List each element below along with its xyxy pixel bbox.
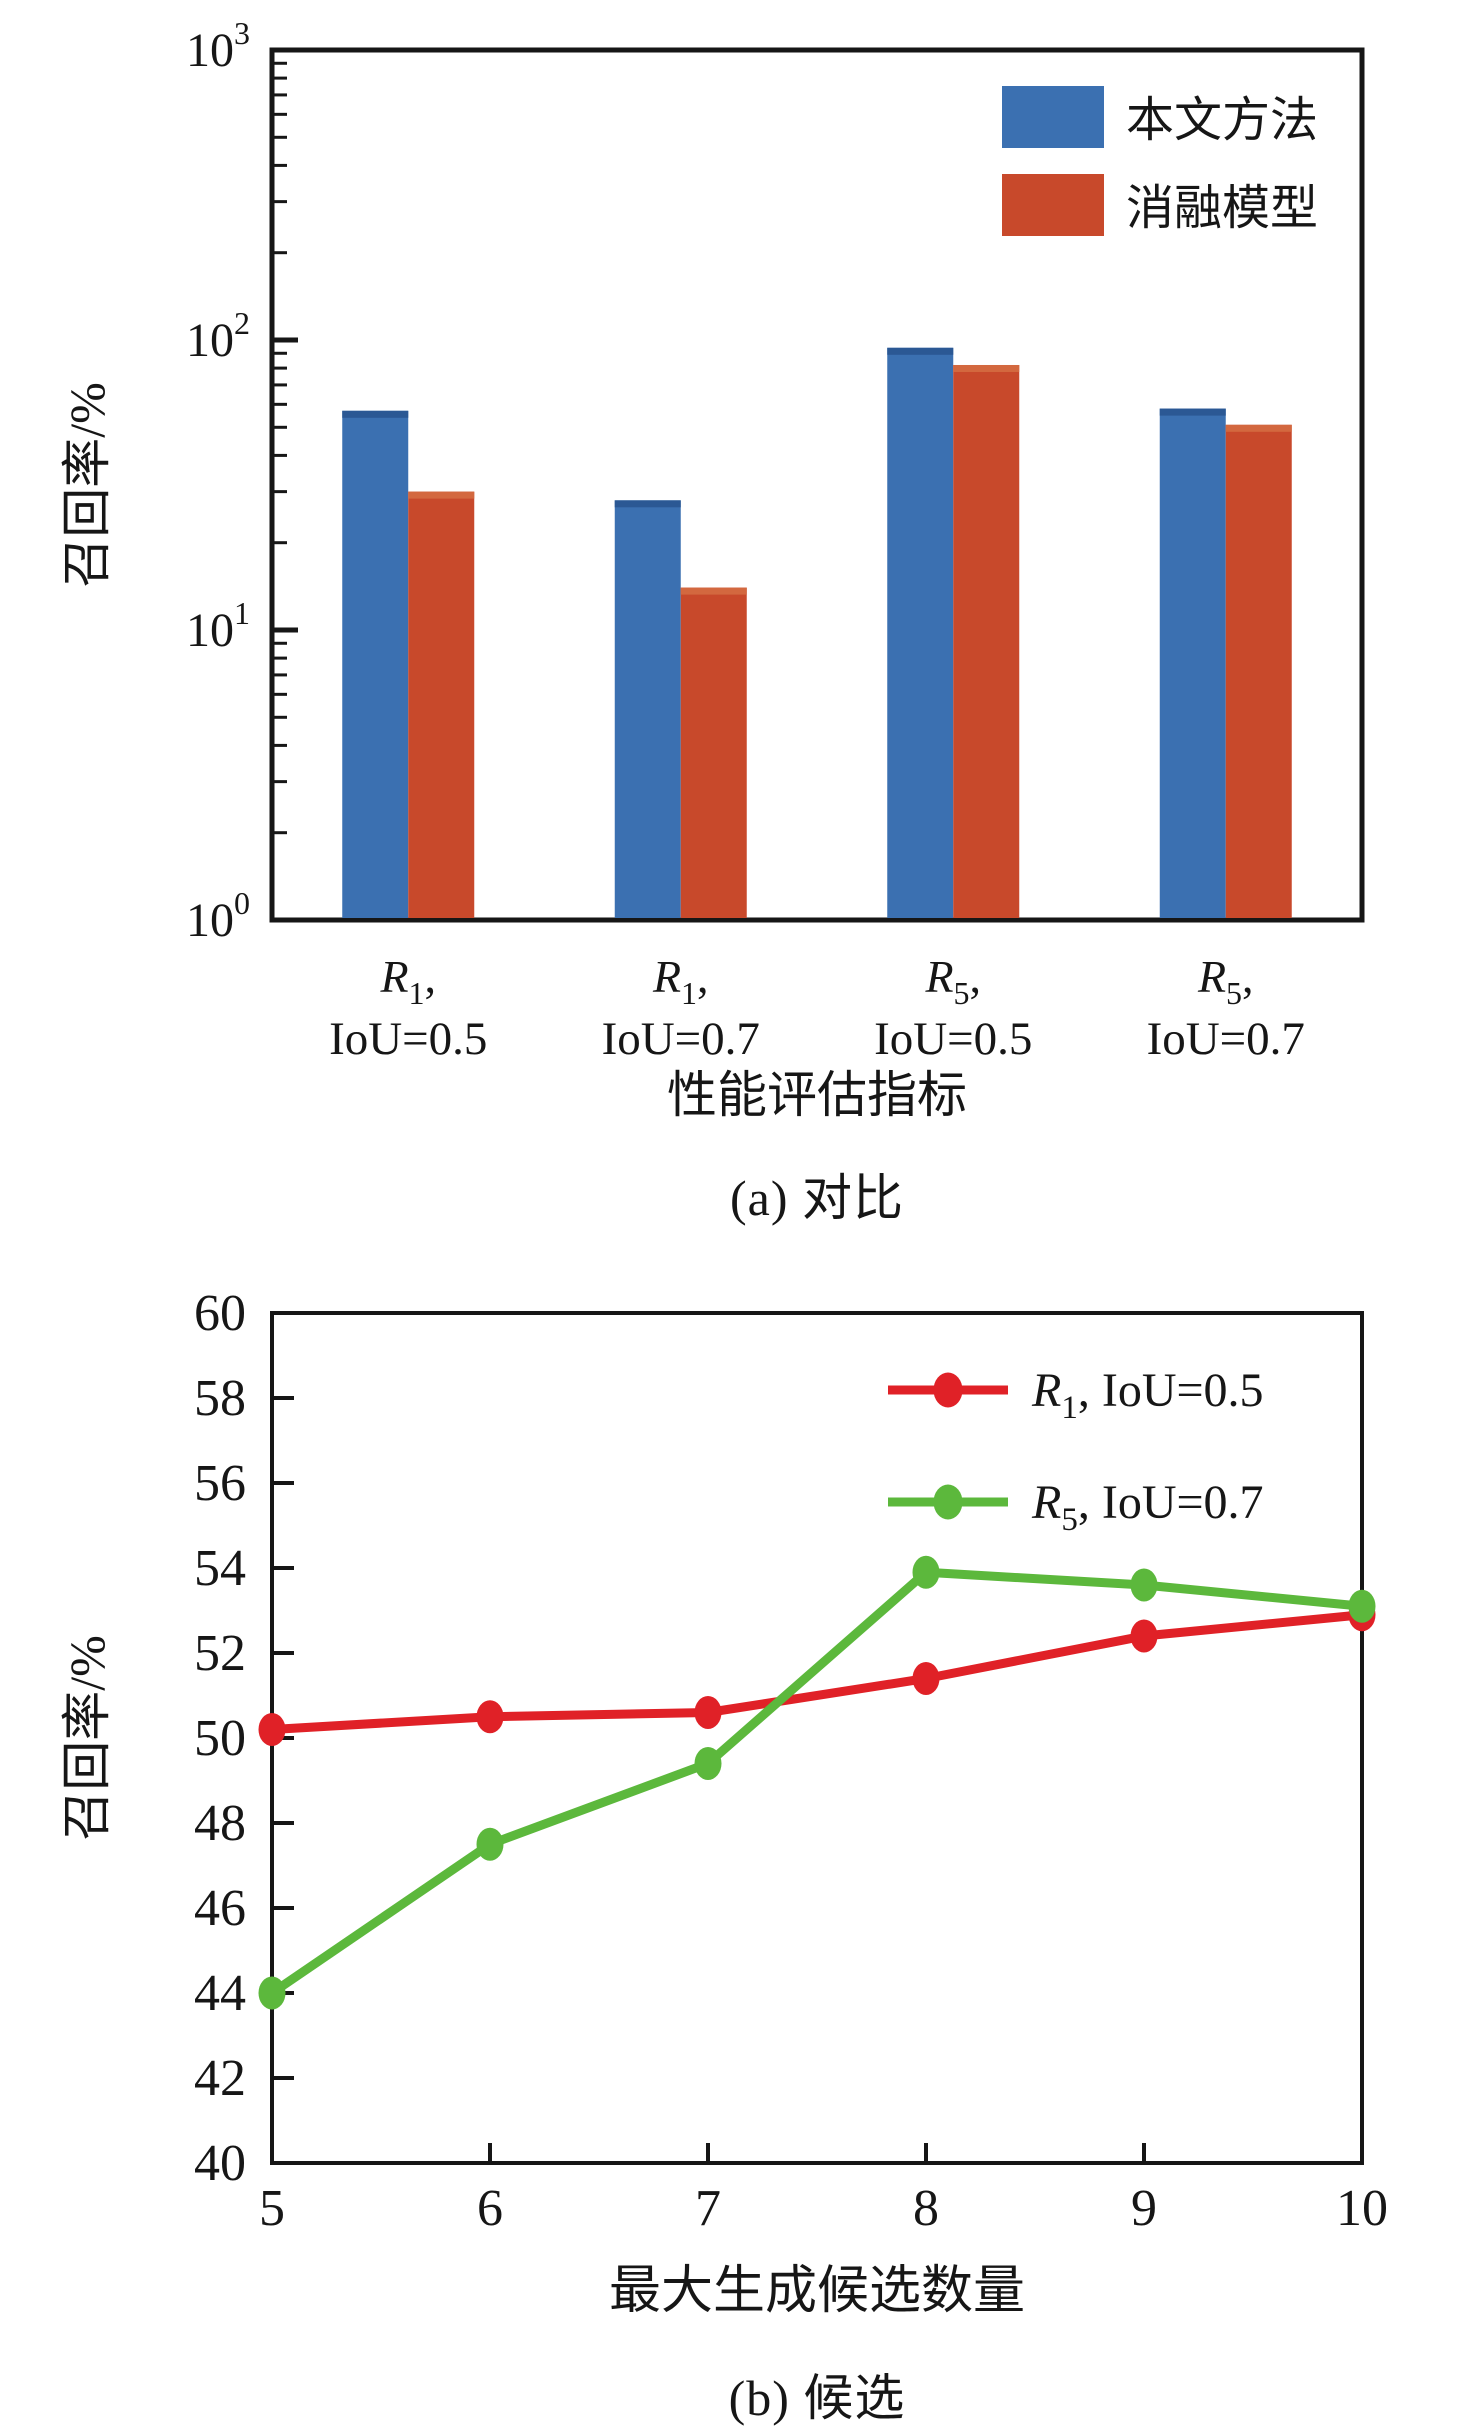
x-axis-title: 性能评估指标 bbox=[667, 1067, 967, 1123]
y-tick-label: 52 bbox=[194, 1625, 246, 1682]
data-point-0-2 bbox=[694, 1696, 722, 1729]
bar-cap bbox=[408, 491, 475, 499]
y-tick-label: 46 bbox=[194, 1880, 246, 1937]
data-point-0-0 bbox=[258, 1713, 286, 1746]
data-point-0-4 bbox=[1130, 1619, 1158, 1653]
bar-0-2 bbox=[887, 347, 954, 918]
data-point-1-5 bbox=[1348, 1589, 1376, 1623]
caption-b: (b) 候选 bbox=[728, 2370, 906, 2426]
y-tick-label: 58 bbox=[194, 1370, 246, 1427]
y-tick-label: 100 bbox=[186, 885, 250, 947]
legend-swatch bbox=[1002, 86, 1104, 148]
data-point-1-4 bbox=[1130, 1568, 1158, 1602]
data-point-1-1 bbox=[476, 1827, 504, 1861]
bar-1-3 bbox=[1225, 424, 1292, 918]
y-tick-label: 54 bbox=[194, 1540, 246, 1597]
y-tick-label: 56 bbox=[194, 1455, 246, 1512]
y-axis-title: 召回率/% bbox=[59, 382, 115, 588]
bar-0-0 bbox=[342, 410, 409, 918]
y-axis-title: 召回率/% bbox=[59, 1635, 115, 1841]
data-point-1-3 bbox=[912, 1555, 940, 1589]
x-category-label: R5, bbox=[924, 951, 981, 1011]
x-tick-label: 9 bbox=[1131, 2180, 1157, 2237]
data-point-1-2 bbox=[694, 1747, 722, 1780]
legend-marker bbox=[933, 1372, 963, 1408]
x-tick-label: 7 bbox=[695, 2180, 721, 2237]
legend-label: 消融模型 bbox=[1126, 182, 1318, 235]
x-category-label: R1, bbox=[652, 951, 709, 1011]
y-tick-label: 40 bbox=[194, 2135, 246, 2192]
data-point-0-3 bbox=[912, 1662, 940, 1695]
data-point-0-1 bbox=[476, 1700, 504, 1734]
x-category-label-line2: IoU=0.5 bbox=[329, 1013, 487, 1065]
y-tick-label: 42 bbox=[194, 2050, 246, 2107]
legend-label: R1, IoU=0.5 bbox=[1031, 1364, 1264, 1426]
bar-cap bbox=[953, 364, 1020, 372]
x-category-label-line2: IoU=0.5 bbox=[874, 1013, 1032, 1065]
x-tick-label: 10 bbox=[1336, 2180, 1388, 2237]
x-axis-title: 最大生成候选数量 bbox=[609, 2263, 1025, 2320]
legend-marker bbox=[933, 1484, 963, 1520]
y-tick-label: 101 bbox=[186, 595, 250, 657]
x-tick-label: 8 bbox=[913, 2180, 939, 2237]
bar-1-0 bbox=[408, 491, 475, 918]
y-tick-label: 50 bbox=[194, 1710, 246, 1767]
x-tick-label: 6 bbox=[477, 2180, 503, 2237]
bar-cap bbox=[614, 500, 681, 508]
y-tick-label: 103 bbox=[186, 15, 250, 77]
x-category-label: R5, bbox=[1197, 951, 1254, 1011]
bar-1-1 bbox=[680, 587, 747, 918]
legend-label: 本文方法 bbox=[1126, 94, 1318, 147]
y-tick-label: 102 bbox=[186, 305, 250, 367]
legend-label: R5, IoU=0.7 bbox=[1031, 1476, 1264, 1538]
y-tick-label: 60 bbox=[194, 1285, 246, 1342]
bar-0-1 bbox=[614, 500, 681, 918]
y-tick-label: 48 bbox=[194, 1795, 246, 1852]
series-line-1 bbox=[269, 1567, 1363, 1997]
legend-swatch bbox=[1002, 174, 1104, 236]
plot-frame bbox=[269, 47, 1365, 923]
series-line-0 bbox=[271, 1610, 1363, 1734]
bar-cap bbox=[342, 410, 409, 418]
bar-cap bbox=[1225, 424, 1292, 432]
bar-0-3 bbox=[1159, 408, 1226, 918]
x-category-label-line2: IoU=0.7 bbox=[602, 1013, 760, 1065]
caption-a: (a) 对比 bbox=[730, 1170, 904, 1226]
bar-chart-comparison: 100101102103R1,IoU=0.5R1,IoU=0.7R5,IoU=0… bbox=[59, 15, 1365, 1123]
bar-cap bbox=[680, 587, 747, 595]
bar-cap bbox=[1159, 408, 1226, 416]
x-category-label-line2: IoU=0.7 bbox=[1147, 1013, 1305, 1065]
x-tick-label: 5 bbox=[259, 2180, 285, 2237]
y-tick-label: 44 bbox=[194, 1965, 246, 2022]
x-category-label: R1, bbox=[379, 951, 436, 1011]
bar-cap bbox=[887, 347, 954, 355]
bar-1-2 bbox=[953, 364, 1020, 918]
plot-frame bbox=[270, 1311, 1364, 2165]
data-point-1-0 bbox=[258, 1976, 286, 2010]
